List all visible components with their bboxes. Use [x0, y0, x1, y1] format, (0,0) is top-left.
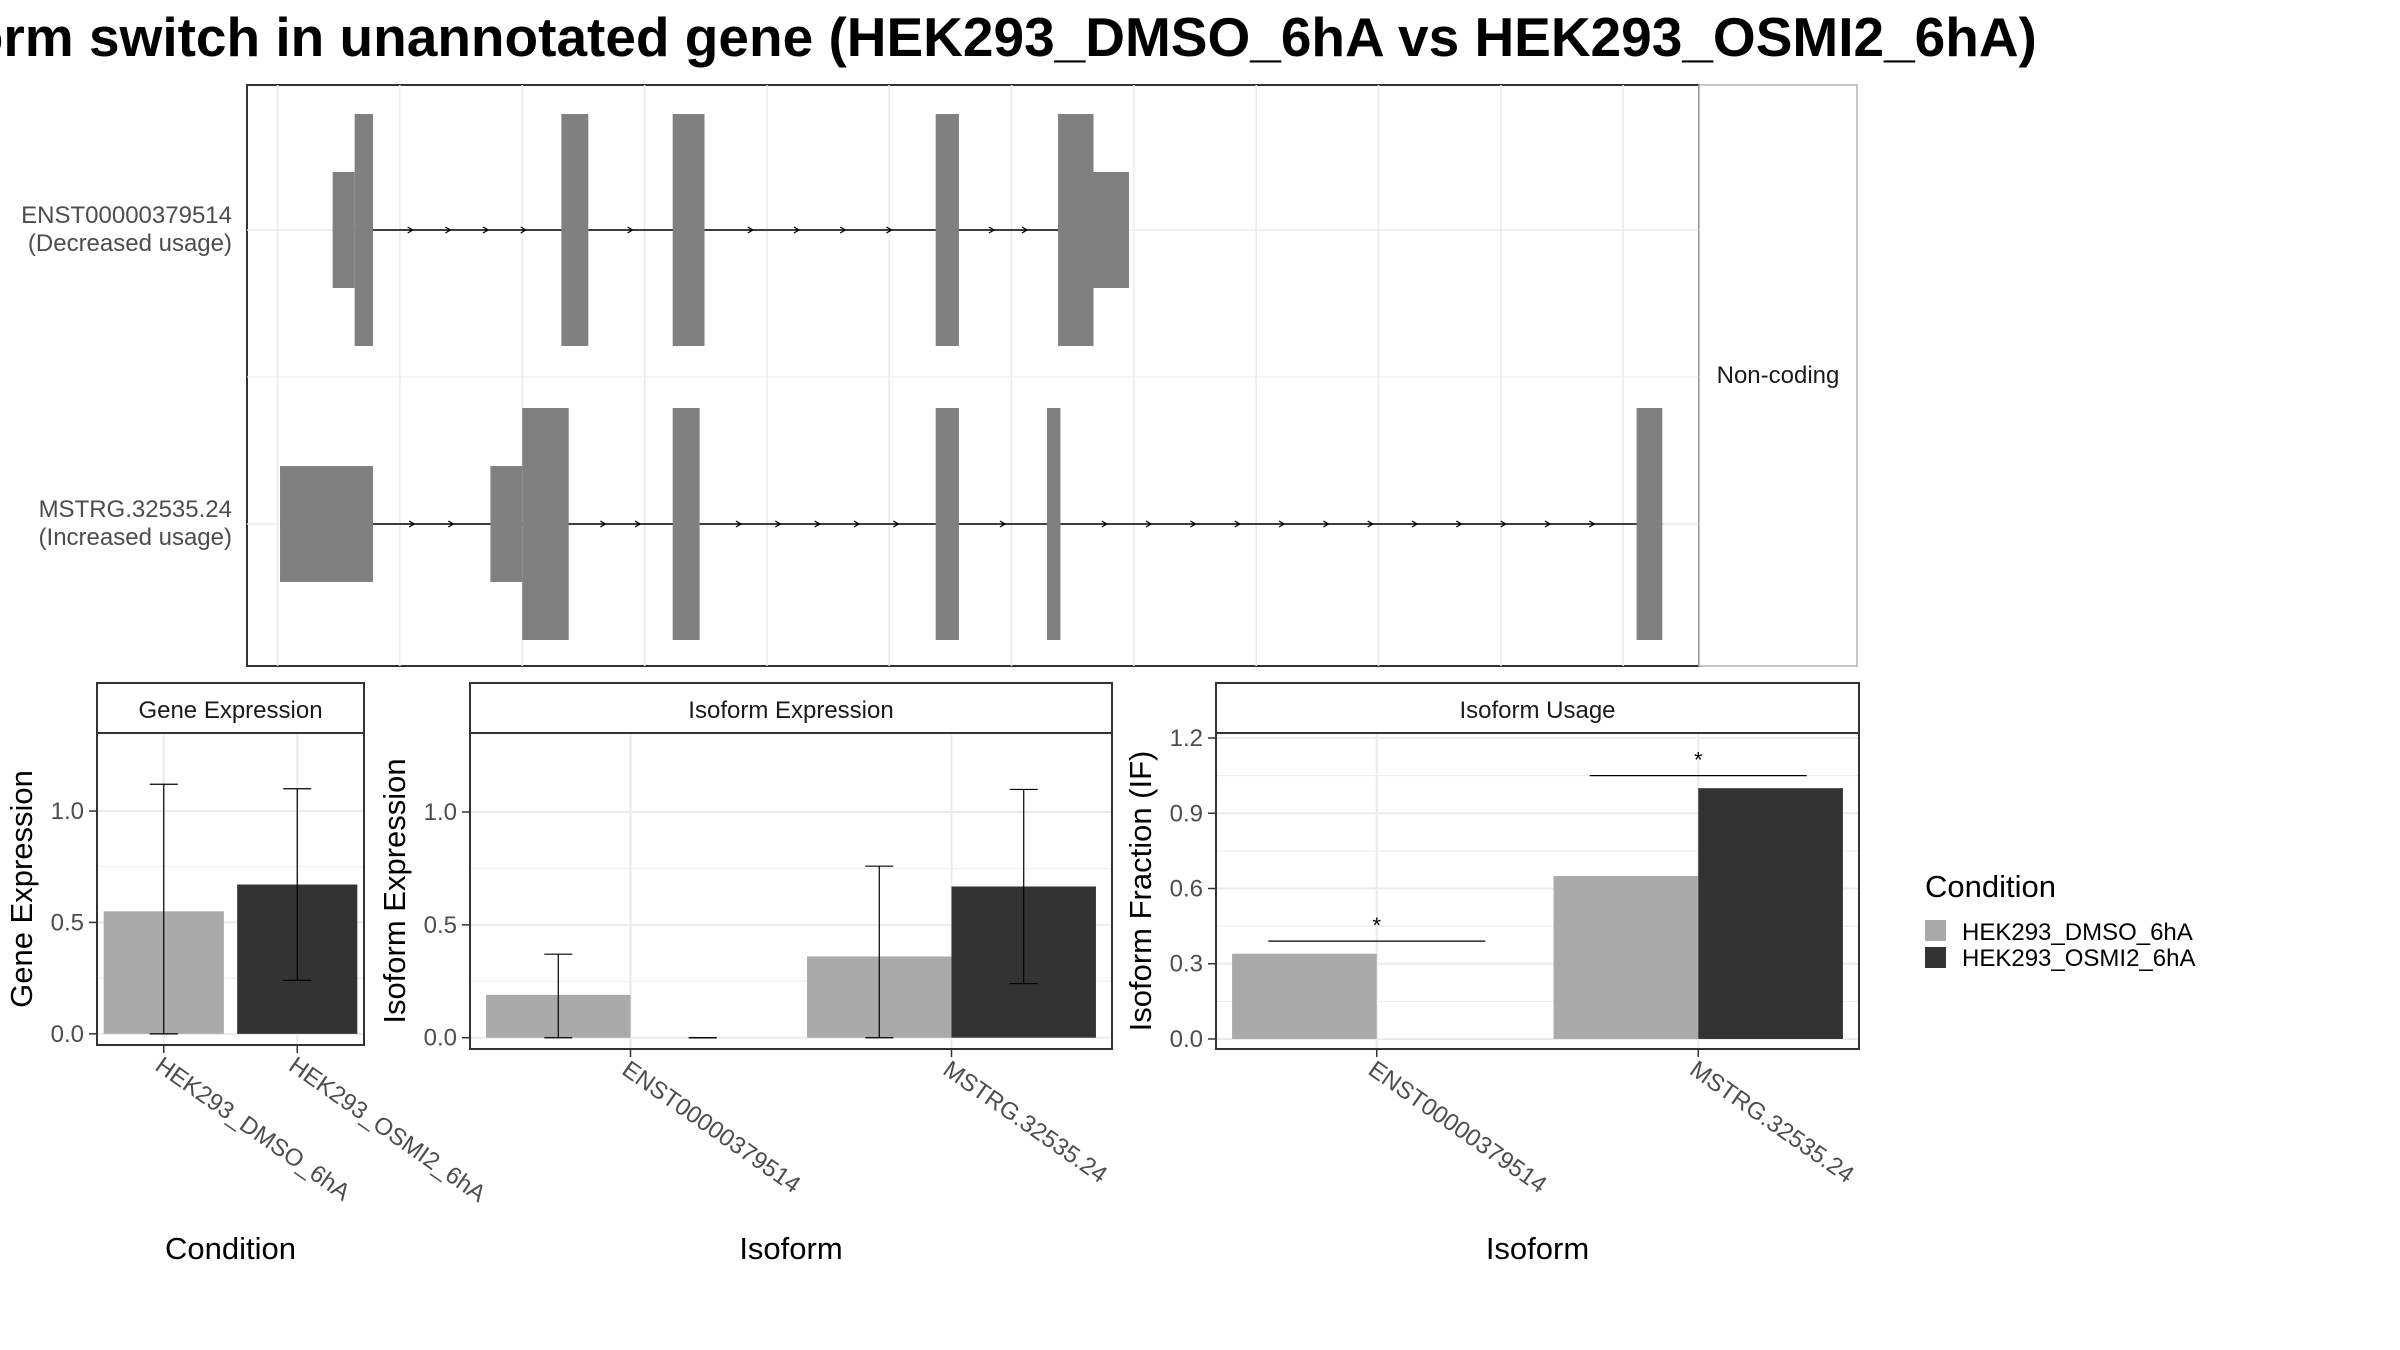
- coding-status-label: Non-coding: [1717, 362, 1840, 389]
- direction-arrow: [839, 226, 847, 234]
- direction-arrow: [999, 520, 1007, 528]
- y-tick-label: 0.3: [1170, 951, 1203, 978]
- isoform-1-name: ENST00000379514: [21, 202, 232, 229]
- direction-arrow: [893, 520, 900, 528]
- y-tick-label: 0.0: [51, 1021, 84, 1048]
- panel-strip: [1215, 682, 1860, 734]
- direction-arrow: [447, 520, 455, 528]
- x-tick-label: ENST00000379514: [1363, 1056, 1551, 1199]
- y-axis-title: Isoform Expression: [377, 758, 412, 1023]
- direction-arrow: [408, 520, 416, 528]
- direction-arrow: [735, 520, 743, 528]
- direction-arrow: [853, 520, 861, 528]
- x-axis-title: Isoform: [1486, 1231, 1589, 1266]
- direction-arrow: [774, 520, 782, 528]
- isoform-expression-panel: Isoform Expression 0.0 0.5 1.0 ENST000003795…: [377, 682, 1113, 1266]
- direction-arrow: [1411, 520, 1419, 528]
- panel-strip: [469, 682, 1113, 734]
- direction-arrow: [407, 226, 414, 234]
- y-tick-label: 1.2: [1170, 725, 1203, 752]
- y-tick-label: 0.0: [424, 1025, 457, 1052]
- exon-block: [490, 466, 523, 582]
- direction-arrow: [482, 226, 490, 234]
- x-tick-label: ENST00000379514: [617, 1056, 805, 1199]
- direction-arrow: [1323, 520, 1330, 528]
- transcript-structure-panel: Non-coding ENST00000379514 (Decreased us…: [21, 84, 1858, 667]
- y-axis-title: Gene Expression: [4, 770, 39, 1008]
- exon-block: [1093, 172, 1129, 288]
- legend: Condition HEK293_DMSO_6hA HEK293_OSMI2_6…: [1925, 869, 2195, 972]
- exon-block: [935, 114, 959, 346]
- exon-block: [672, 408, 700, 640]
- panel-strip-label: Isoform Usage: [1459, 697, 1615, 724]
- direction-arrow: [1101, 520, 1109, 528]
- panel-strip-label: Gene Expression: [138, 697, 322, 724]
- figure-title: Isoform switch in unannotated gene (HEK2…: [0, 6, 2037, 68]
- structure-panel-border: [246, 84, 1700, 667]
- direction-arrow: [1588, 520, 1596, 528]
- direction-arrow: [445, 226, 452, 234]
- legend-swatch-osmi2: [1925, 947, 1946, 968]
- direction-arrow: [627, 226, 634, 234]
- direction-arrow: [1278, 520, 1286, 528]
- direction-arrow: [747, 226, 754, 234]
- legend-label-osmi2: HEK293_OSMI2_6hA: [1962, 945, 2195, 972]
- structure-body: [280, 114, 1663, 640]
- direction-arrow: [814, 520, 821, 528]
- isoform-2-usage: (Increased usage): [39, 524, 232, 551]
- bar: [1232, 953, 1377, 1039]
- direction-arrow: [988, 226, 996, 234]
- bar: [1553, 875, 1699, 1039]
- direction-arrow: [1500, 520, 1507, 528]
- legend-label-dmso: HEK293_DMSO_6hA: [1962, 919, 2193, 946]
- x-tick-label: MSTRG.32535.24: [1685, 1056, 1859, 1189]
- exon-block: [561, 114, 589, 346]
- x-axis-title: Condition: [165, 1231, 296, 1266]
- x-tick-label: MSTRG.32535.24: [938, 1056, 1112, 1189]
- direction-arrow: [600, 520, 607, 528]
- exon-block: [332, 172, 355, 288]
- y-tick-label: 0.6: [1170, 875, 1203, 902]
- direction-arrow: [1021, 226, 1029, 234]
- isoform-1-usage: (Decreased usage): [28, 230, 232, 257]
- direction-arrow: [1367, 520, 1374, 528]
- isoform-usage-panel: * * Isoform Usage 0.0 0.3 0.6 0.9 1.2 ENST000003…: [1123, 682, 1860, 1266]
- exon-block: [354, 114, 373, 346]
- direction-arrow: [634, 520, 642, 528]
- y-tick-label: 1.0: [51, 798, 84, 825]
- exon-block: [1047, 408, 1061, 640]
- panel-strip: [96, 682, 365, 734]
- exon-block: [935, 408, 959, 640]
- direction-arrow: [1145, 520, 1153, 528]
- direction-arrow: [1544, 520, 1552, 528]
- exon-block: [1636, 408, 1663, 640]
- y-tick-label: 0.5: [51, 909, 84, 936]
- significance-star: *: [1694, 748, 1703, 773]
- isoform-2-name: MSTRG.32535.24: [39, 496, 232, 523]
- significance-star: *: [1372, 913, 1381, 938]
- panel-strip-label: Isoform Expression: [688, 697, 893, 724]
- legend-title: Condition: [1925, 869, 2056, 904]
- y-tick-label: 0.5: [424, 912, 457, 939]
- legend-swatch-dmso: [1925, 920, 1946, 941]
- gene-expression-panel: Gene Expression0.00.51.0HEK293_DMSO_6hAH…: [4, 682, 491, 1266]
- y-tick-label: 1.0: [424, 799, 457, 826]
- exon-block: [672, 114, 705, 346]
- exon-block: [522, 408, 569, 640]
- y-tick-label: 0.0: [1170, 1026, 1203, 1053]
- direction-arrow: [886, 226, 893, 234]
- y-axis-title: Isoform Fraction (IF): [1123, 751, 1158, 1032]
- direction-arrow: [1190, 520, 1197, 528]
- x-axis-title: Isoform: [739, 1231, 842, 1266]
- exon-block: [1058, 114, 1094, 346]
- y-tick-label: 0.9: [1170, 800, 1203, 827]
- structure-strip: [1698, 84, 1858, 667]
- direction-arrow: [1234, 520, 1242, 528]
- direction-arrow: [520, 226, 527, 234]
- exon-block: [280, 466, 373, 582]
- bar: [1698, 788, 1843, 1039]
- direction-arrow: [793, 226, 801, 234]
- direction-arrow: [1456, 520, 1463, 528]
